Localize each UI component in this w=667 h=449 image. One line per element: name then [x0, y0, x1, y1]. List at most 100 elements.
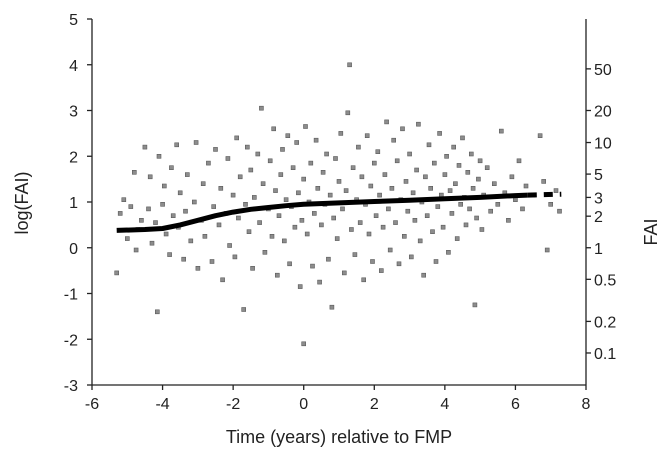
data-point	[396, 261, 402, 267]
x-tick-label: -2	[226, 396, 240, 413]
data-point	[193, 140, 199, 145]
data-point	[225, 156, 231, 161]
ticks: -6 -4 -2 0 2 4 6 8 -3 -2 -1 0 1 2 3 4 5 50 20 10 5 3 2 1 0.5 0.2 0…	[64, 12, 617, 413]
data-point	[324, 151, 329, 157]
data-point	[250, 265, 255, 271]
y2-tick-label: 0.5	[594, 272, 616, 289]
data-point	[357, 220, 363, 225]
data-point	[387, 247, 393, 253]
data-point	[331, 215, 337, 221]
y2-tick-label: 10	[594, 136, 612, 153]
data-point	[495, 202, 501, 207]
data-point	[446, 250, 451, 255]
data-point	[303, 124, 308, 129]
data-point	[405, 208, 411, 214]
y-tick-label: 2	[69, 149, 78, 166]
data-point	[408, 254, 414, 260]
fit-line-group	[116, 191, 562, 233]
data-point	[248, 167, 254, 173]
data-point	[340, 206, 345, 212]
data-point	[271, 126, 277, 132]
data-point	[368, 183, 374, 189]
y-tick-label: 0	[69, 241, 78, 258]
data-point	[320, 170, 326, 175]
data-point	[467, 206, 472, 212]
y2-axis-title: FAI	[641, 218, 661, 245]
data-point	[236, 215, 241, 221]
y-tick-label: 1	[69, 195, 78, 212]
data-point	[147, 174, 153, 180]
data-point	[299, 218, 305, 223]
data-point	[394, 158, 400, 164]
data-point	[281, 238, 287, 244]
data-point	[169, 165, 174, 170]
data-point	[292, 224, 298, 230]
data-point	[177, 190, 183, 196]
data-point	[283, 197, 289, 202]
data-point	[117, 211, 123, 216]
data-point	[308, 160, 314, 166]
data-point	[491, 181, 497, 186]
y-tick-label: 5	[69, 12, 78, 29]
data-point	[468, 151, 474, 157]
y2-tick-label: 0.2	[594, 314, 616, 331]
data-point	[465, 170, 471, 175]
y-tick-label: 3	[69, 104, 78, 121]
x-tick-label: -6	[85, 396, 99, 413]
data-point	[260, 181, 266, 186]
data-point	[294, 140, 300, 145]
data-point	[361, 277, 367, 283]
y2-tick-label: 5	[594, 167, 603, 184]
data-point	[267, 158, 273, 164]
data-point	[206, 160, 211, 166]
y2-tick-label: 2	[594, 209, 603, 226]
data-point	[370, 259, 375, 264]
data-point	[359, 174, 365, 180]
data-point	[273, 188, 278, 193]
data-point	[410, 190, 416, 196]
data-point	[280, 147, 285, 152]
data-point	[352, 252, 358, 257]
data-point	[537, 133, 543, 138]
data-point	[304, 231, 310, 237]
data-point	[149, 240, 155, 246]
data-point	[407, 151, 412, 157]
data-point	[241, 307, 246, 312]
data-point	[523, 183, 529, 189]
data-point	[230, 192, 236, 198]
y-tick-label: -2	[64, 332, 78, 349]
data-point	[417, 238, 423, 244]
data-point	[391, 137, 397, 143]
data-point	[544, 247, 550, 253]
data-point	[336, 179, 342, 184]
data-point	[183, 208, 188, 214]
data-point	[310, 263, 315, 269]
data-point	[237, 174, 243, 180]
data-point	[386, 206, 391, 212]
data-point	[259, 105, 264, 111]
data-point	[553, 188, 559, 193]
y2-tick-label: 20	[594, 104, 612, 121]
data-point	[285, 133, 291, 138]
data-point	[484, 165, 490, 170]
data-point	[433, 259, 439, 264]
data-point	[456, 163, 462, 168]
data-point	[380, 224, 386, 230]
data-point	[202, 234, 208, 239]
data-point	[401, 234, 407, 239]
data-point	[557, 208, 562, 214]
data-point	[257, 220, 262, 225]
y-tick-label: -3	[64, 378, 78, 395]
data-point	[509, 174, 515, 180]
data-point	[424, 213, 430, 218]
x-tick-label: 0	[299, 396, 308, 413]
data-point	[290, 165, 296, 170]
data-point	[329, 304, 335, 310]
data-point	[301, 176, 307, 182]
data-point	[188, 238, 194, 244]
y-axis-title: log(FAI)	[12, 171, 32, 234]
data-point	[382, 172, 388, 177]
data-point	[435, 204, 441, 209]
data-point	[541, 179, 547, 184]
data-point	[125, 236, 130, 241]
